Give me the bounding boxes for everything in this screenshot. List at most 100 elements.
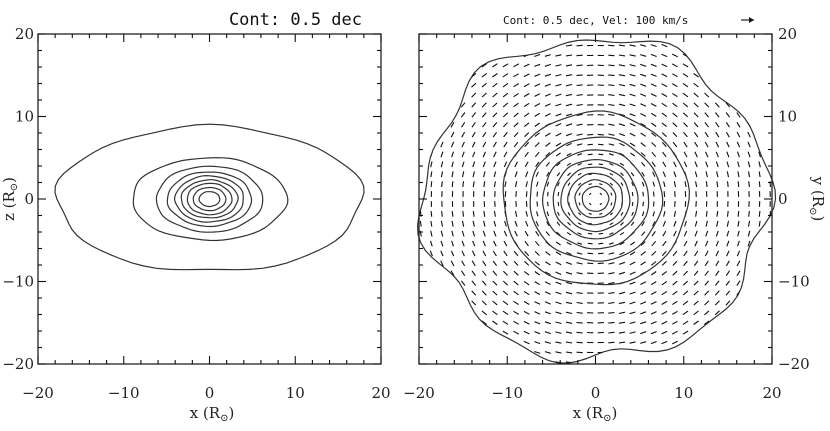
velocity-vector [682,63,689,68]
velocity-vector [672,260,678,266]
velocity-vector [599,183,603,186]
velocity-vector [524,141,530,148]
velocity-vector [557,192,560,197]
velocity-vector [640,63,647,67]
velocity-vector [683,230,688,237]
velocity-vector [493,151,497,158]
velocity-vector [714,310,720,316]
velocity-vector [525,201,528,207]
velocity-vector [544,54,551,57]
velocity-vector [714,300,720,306]
velocity-vector [576,262,583,265]
velocity-vector [492,270,498,276]
velocity-vector [629,281,636,285]
velocity-vector [619,142,625,147]
contour-line [502,110,691,286]
velocity-vector [725,102,731,108]
velocity-vector [482,250,487,257]
velocity-vector [513,310,519,315]
velocity-vector [544,351,551,354]
y-tick-label: 10 [778,108,797,126]
velocity-vector [640,241,646,246]
velocity-vector [440,161,444,168]
velocity-vector [662,171,666,178]
velocity-vector [565,54,573,57]
velocity-vector [683,240,688,247]
velocity-vector [619,231,625,236]
velocity-vector [523,300,530,305]
velocity-vector [471,260,476,267]
velocity-vector [504,220,507,227]
velocity-vector [629,142,636,147]
velocity-vector [492,250,497,257]
velocity-vector [609,162,614,166]
velocity-vector [545,152,551,157]
velocity-vector [513,280,519,286]
velocity-vector [461,121,466,128]
velocity-vector [567,182,571,186]
velocity-vector [523,330,530,335]
velocity-vector [481,92,487,98]
velocity-vector [693,131,699,138]
velocity-vector [715,260,720,267]
velocity-vector [661,73,668,78]
velocity-vector [513,270,519,276]
velocity-vector [513,112,519,118]
velocity-vector [629,122,636,127]
velocity-vector [650,63,657,67]
velocity-vector [682,112,689,118]
velocity-vector [618,301,626,305]
velocity-vector [503,122,508,128]
velocity-vector [682,92,689,98]
velocity-vector [544,83,551,87]
contour-line [560,166,631,233]
velocity-vector [661,83,668,88]
y-tick-label: −20 [2,355,34,373]
velocity-vector [629,54,636,57]
velocity-vector [566,142,572,147]
velocity-vector [565,331,573,334]
velocity-vector [736,250,741,257]
velocity-vector [661,300,668,305]
velocity-vector [631,201,634,206]
velocity-vector [650,331,657,335]
velocity-vector [482,151,487,158]
velocity-vector [545,261,551,266]
velocity-vector [716,181,719,188]
velocity-vector [451,220,454,227]
velocity-vector [608,301,615,304]
velocity-vector [565,44,573,47]
velocity-vector [640,311,647,315]
velocity-vector [650,301,657,305]
velocity-vector [704,122,709,128]
velocity-vector [587,252,593,255]
velocity-vector [502,290,509,296]
x-tick-label: −10 [108,384,140,402]
velocity-vector [502,82,509,88]
velocity-vector [578,202,581,206]
velocity-vector [598,252,604,255]
velocity-vector [683,141,688,148]
contour-line [541,149,650,250]
velocity-vector [587,262,594,265]
left-panel: Cont: 0.5 dec −20 −20 −10 −10 0 0 10 10 20 20 x (… [0,10,391,424]
velocity-vector [513,330,520,335]
velocity-vector [715,121,720,128]
velocity-vector [725,270,730,277]
velocity-vector [661,43,668,48]
velocity-vector [695,181,698,188]
velocity-vector [736,151,740,158]
velocity-vector [576,341,583,344]
velocity-vector [430,210,433,217]
velocity-vector [565,261,573,265]
velocity-vector [672,310,678,315]
velocity-vector [555,271,562,276]
velocity-vector [599,202,603,206]
velocity-vector [524,260,530,266]
velocity-vector [576,143,583,146]
velocity-vector [555,261,562,266]
velocity-vector [693,280,699,286]
velocity-vector [481,320,488,326]
velocity-vector [650,112,657,117]
velocity-vector [693,82,699,88]
